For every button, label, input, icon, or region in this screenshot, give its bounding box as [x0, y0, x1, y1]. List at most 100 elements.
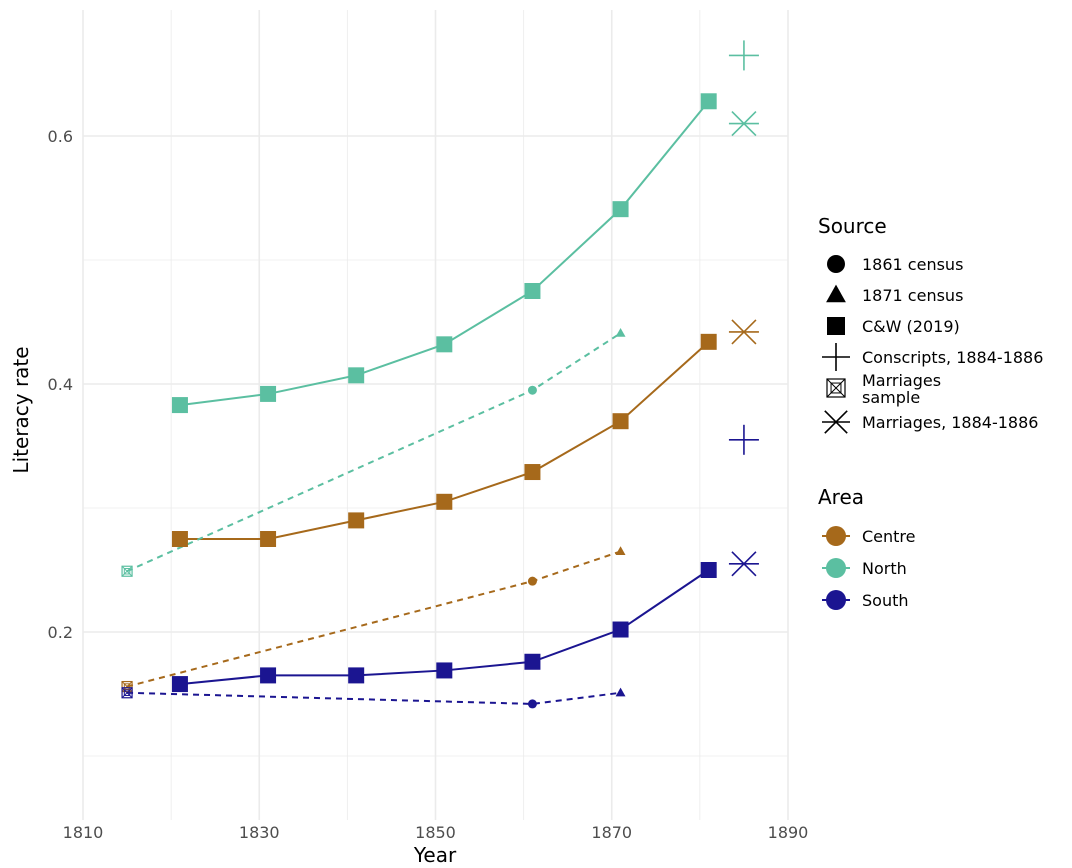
- triangle-mark: [615, 546, 626, 555]
- x-axis-title: Year: [413, 843, 457, 867]
- square-mark: [348, 667, 365, 684]
- boxx-inner: [830, 382, 842, 394]
- square-mark: [612, 201, 629, 218]
- point-centre-square: [171, 531, 188, 547]
- point-north-square: [524, 283, 541, 299]
- source-legend-title: Source: [818, 214, 887, 238]
- point-centre-square: [436, 493, 453, 510]
- point-north-square: [612, 201, 629, 218]
- boxx-outer: [121, 565, 133, 577]
- y-tick-label: 0.4: [48, 375, 73, 394]
- boxx-inner: [123, 567, 131, 575]
- square-mark: [436, 493, 453, 510]
- point-south-boxx: [121, 687, 133, 699]
- square-mark: [436, 336, 453, 353]
- point-south-triangle: [615, 687, 626, 697]
- point-north-square: [436, 336, 453, 353]
- area-legend-label: North: [862, 559, 907, 578]
- square-mark: [524, 653, 541, 670]
- source-legend-label: 1871 census: [862, 286, 963, 305]
- boxx-d2: [121, 565, 133, 577]
- x-tick-label: 1810: [63, 823, 104, 842]
- point-south-square: [612, 621, 629, 638]
- x-tick-label: 1890: [768, 823, 809, 842]
- point-south-square: [436, 662, 453, 679]
- circle-mark: [827, 255, 845, 273]
- asterisk-d2: [824, 410, 848, 434]
- source-legend: Source 1861 census 1871 census C&W (2019) Co…: [818, 214, 1043, 434]
- point-north-square: [700, 93, 717, 110]
- point-centre-triangle: [615, 546, 626, 555]
- boxx-d2: [826, 378, 846, 398]
- x-tick-label: 1830: [239, 823, 280, 842]
- point-north-asterisk: [728, 111, 759, 137]
- square-mark: [348, 512, 365, 529]
- point-south-plus: [728, 424, 759, 455]
- square-mark: [612, 413, 629, 430]
- y-axis-title: Literacy rate: [9, 346, 33, 473]
- point-centre-asterisk: [728, 319, 759, 345]
- data-points: [121, 40, 759, 709]
- square-mark: [171, 531, 188, 547]
- circle-mark: [527, 576, 537, 586]
- boxx-inner: [123, 689, 131, 697]
- grid: [82, 10, 789, 820]
- square-mark: [171, 676, 188, 693]
- point-south-asterisk: [728, 551, 759, 577]
- legend-key-circle: [827, 255, 845, 273]
- point-south-square: [700, 562, 717, 578]
- point-centre-square: [348, 512, 365, 529]
- area-legend-label: South: [862, 591, 909, 610]
- square-mark: [260, 531, 277, 547]
- triangle-mark: [615, 687, 626, 697]
- area-legend-key: [826, 526, 846, 546]
- source-legend-label: 1861 census: [862, 255, 963, 274]
- y-tick-label: 0.6: [48, 127, 73, 146]
- area-legend: Area Centre North South: [818, 485, 916, 610]
- point-north-plus: [728, 40, 759, 71]
- point-south-circle: [527, 699, 537, 709]
- series-line-south-census: [127, 691, 621, 705]
- square-mark: [524, 464, 541, 481]
- boxx-inner: [123, 683, 131, 690]
- square-mark: [260, 667, 277, 684]
- square-mark: [700, 333, 717, 350]
- source-legend-label: Conscripts, 1884-1886: [862, 348, 1043, 367]
- area-legend-title: Area: [818, 485, 864, 509]
- x-tick-label: 1870: [591, 823, 632, 842]
- square-mark: [524, 283, 541, 299]
- point-south-square: [171, 676, 188, 693]
- boxx-outer: [826, 378, 846, 398]
- point-centre-square: [700, 333, 717, 350]
- series-line-centre-census: [126, 550, 621, 688]
- point-north-square: [171, 397, 188, 414]
- series-lines: [126, 100, 710, 705]
- square-mark: [436, 662, 453, 679]
- boxx-outer: [121, 680, 133, 693]
- legend-key-boxx: [826, 378, 846, 398]
- source-legend-label: Marriages, 1884-1886: [862, 413, 1038, 432]
- asterisk-d2: [731, 551, 757, 577]
- y-tick-label: 0.2: [48, 623, 73, 642]
- point-north-square: [260, 385, 277, 402]
- triangle-mark: [826, 284, 846, 303]
- area-legend-key: [826, 558, 846, 578]
- circle-mark: [527, 699, 537, 709]
- area-legend-key: [826, 590, 846, 610]
- point-south-square: [260, 667, 277, 684]
- point-centre-square: [612, 413, 629, 430]
- source-legend-label: Marriages: [862, 371, 941, 390]
- boxx-d2: [121, 687, 133, 699]
- square-mark: [700, 93, 717, 110]
- boxx-outer: [121, 687, 133, 699]
- asterisk-d2: [731, 111, 757, 137]
- asterisk-d2: [731, 319, 757, 345]
- point-north-circle: [527, 385, 537, 395]
- point-south-square: [348, 667, 365, 684]
- source-legend-label: sample: [862, 388, 920, 407]
- square-mark: [700, 562, 717, 578]
- x-tick-label: 1850: [415, 823, 456, 842]
- square-mark: [171, 397, 188, 414]
- point-centre-square: [260, 531, 277, 547]
